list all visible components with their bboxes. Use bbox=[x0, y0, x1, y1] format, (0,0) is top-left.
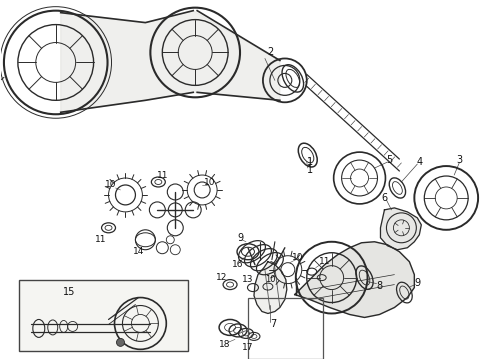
Text: 10: 10 bbox=[292, 253, 303, 262]
Text: 9: 9 bbox=[414, 278, 420, 288]
Text: 10: 10 bbox=[265, 275, 275, 284]
Text: 12: 12 bbox=[217, 273, 228, 282]
Text: 2: 2 bbox=[267, 48, 273, 58]
Text: 18: 18 bbox=[220, 340, 231, 349]
Bar bbox=[248, 298, 323, 359]
Text: 3: 3 bbox=[456, 155, 462, 165]
Text: 15: 15 bbox=[63, 287, 75, 297]
Text: 16: 16 bbox=[232, 260, 244, 269]
Text: 14: 14 bbox=[133, 247, 144, 256]
Text: 1: 1 bbox=[307, 157, 313, 167]
Text: 1: 1 bbox=[307, 165, 313, 175]
Text: 8: 8 bbox=[376, 280, 383, 291]
Text: 4: 4 bbox=[416, 157, 422, 167]
Polygon shape bbox=[380, 208, 421, 250]
Text: 9: 9 bbox=[237, 233, 243, 243]
Text: 5: 5 bbox=[386, 155, 392, 165]
Text: 13: 13 bbox=[242, 275, 254, 284]
Bar bbox=[19, 280, 188, 351]
Text: 11: 11 bbox=[319, 257, 330, 266]
Text: 6: 6 bbox=[381, 193, 388, 203]
Polygon shape bbox=[61, 11, 280, 112]
Polygon shape bbox=[254, 262, 287, 314]
Text: 17: 17 bbox=[242, 343, 254, 352]
Text: 7: 7 bbox=[270, 319, 276, 329]
Text: 10: 10 bbox=[204, 179, 216, 188]
Text: 10: 10 bbox=[105, 180, 116, 189]
Circle shape bbox=[117, 338, 124, 346]
Text: 11: 11 bbox=[157, 171, 168, 180]
Polygon shape bbox=[295, 242, 415, 318]
Text: 11: 11 bbox=[95, 235, 106, 244]
